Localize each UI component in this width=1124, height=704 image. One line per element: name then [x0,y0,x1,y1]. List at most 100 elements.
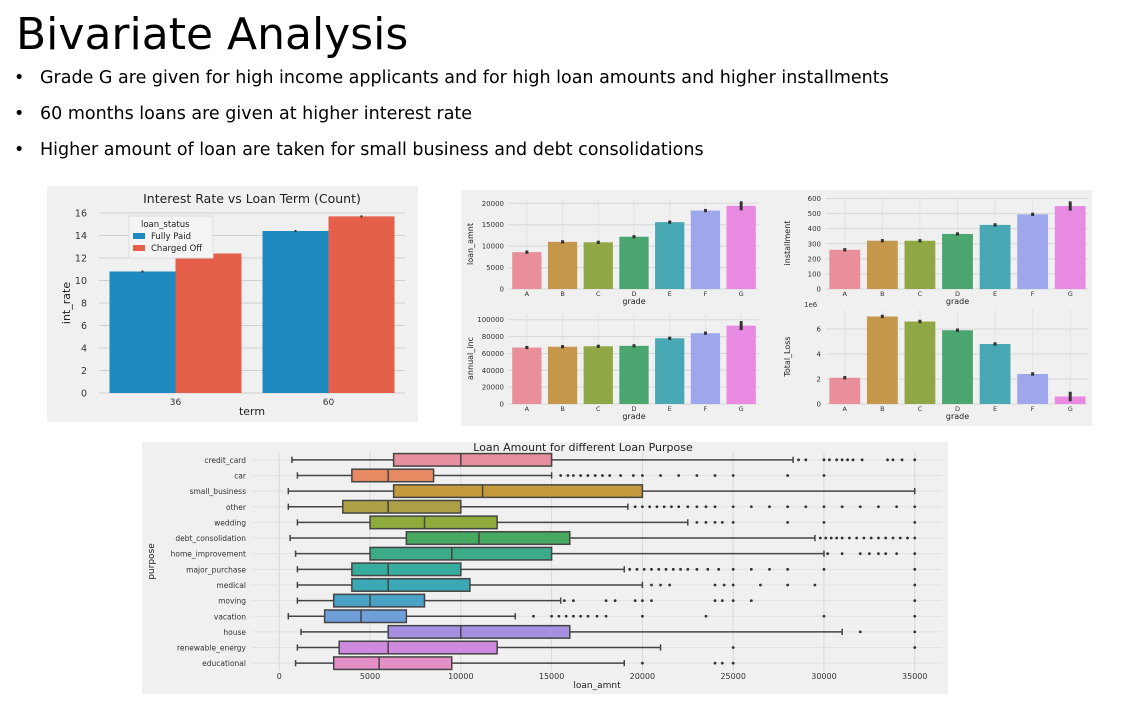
x-tick-label: 10000 [448,672,473,681]
legend-entry: Fully Paid [151,232,191,242]
outlier-point [695,474,699,477]
bar [726,205,756,289]
y-tick-label: 40000 [482,367,504,375]
outlier-point [867,552,871,556]
y-tick-label: 4 [817,351,822,359]
bullet-dot: • [14,140,25,160]
y-tick-label: wedding [214,518,246,527]
outlier-point [648,505,652,509]
y-tick-label: renewable_energy [177,644,247,653]
x-tick-label: 60 [323,398,335,408]
outlier-point [913,614,917,618]
bar [175,253,242,393]
bar [829,377,861,404]
y-tick-label: 0 [817,286,821,294]
y-tick-label: 400 [808,225,821,233]
x-tick-label: G [739,405,744,413]
outlier-point [706,567,710,571]
box [338,640,498,655]
outlier-point [586,474,590,477]
outlier-point [898,536,902,540]
outlier-point [731,646,735,649]
x-tick-label: G [1068,290,1073,298]
x-axis-label: grade [622,297,645,306]
box [342,499,462,514]
outlier-point [593,474,597,477]
outlier-point [722,583,726,587]
outlier-point [713,661,717,665]
outlier-point [877,536,880,540]
bar [690,210,721,289]
outlier-point [731,520,735,524]
y-tick-label: 2 [81,366,87,377]
outlier-point [900,458,904,462]
outlier-point [749,599,753,603]
outlier-point [869,536,873,540]
outlier-point [913,599,917,603]
y-tick-label: 5000 [486,264,504,272]
outlier-point [579,474,583,477]
x-tick-label: G [1068,405,1073,413]
box [351,577,471,592]
outlier-point [786,583,790,587]
bar [866,316,898,404]
bar [979,344,1011,404]
bar [547,241,578,289]
y-tick-label: other [226,503,247,512]
x-tick-label: B [880,290,884,298]
x-tick-label: A [843,405,848,413]
x-tick-label: D [631,405,636,413]
x-tick-label: E [668,290,672,298]
chart-title: Loan Amount for different Loan Purpose [473,442,693,454]
x-tick-label: A [843,290,848,298]
interest-rate-chart-panel: Interest Rate vs Loan Term (Count) 0 2 4 6 8 1… [47,186,418,422]
outlier-point [713,474,717,477]
outlier-point [804,505,808,509]
outlier-point [720,520,724,524]
box [332,593,426,608]
x-tick-label: C [596,405,601,413]
bullet-text: Higher amount of loan are taken for smal… [40,140,704,160]
outlier-point [855,536,859,540]
bullet-dot: • [14,104,25,124]
slide-title: Bivariate Analysis [16,9,409,60]
outlier-point [564,614,568,618]
outlier-point [628,567,632,571]
outlier-point [804,458,808,462]
box [392,452,553,467]
bullet-text: 60 months loans are given at higher inte… [40,104,473,124]
outlier-point [668,583,672,587]
outlier-point [818,536,822,540]
y-tick-label: 300 [808,240,821,248]
x-tick-label: E [668,405,672,413]
outlier-point [731,567,735,571]
outlier-point [695,520,699,524]
y-tick-label: 0 [81,389,87,400]
bar [1054,206,1086,289]
outlier-point [695,567,699,571]
outlier-point [822,614,826,618]
outlier-point [891,458,895,462]
outlier-point [713,583,717,587]
x-tick-label: 5000 [360,672,380,681]
x-tick-label: 20000 [630,672,655,681]
x-tick-label: F [704,405,708,413]
x-tick-label: G [739,290,744,298]
box [405,531,571,546]
outlier-point [835,536,839,540]
x-tick-label: 30000 [811,672,836,681]
outlier-point [884,552,888,556]
x-tick-label: D [955,290,960,298]
outlier-point [877,552,880,556]
x-tick-label: B [560,290,564,298]
outlier-point [571,599,575,603]
y-tick-label: vacation [214,612,246,621]
bar [512,252,542,289]
outlier-point [557,614,561,618]
outlier-point [640,614,644,618]
outlier-point [884,536,888,540]
y-tick-label: 8 [81,299,87,310]
bar [904,321,936,404]
x-tick-label: F [1031,405,1035,413]
